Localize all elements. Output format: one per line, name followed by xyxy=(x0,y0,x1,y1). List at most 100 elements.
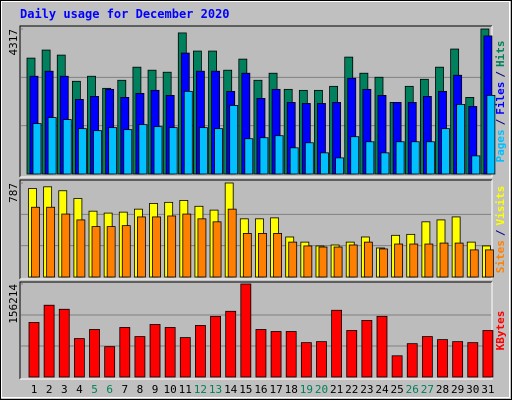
bar xyxy=(289,147,299,175)
bar xyxy=(212,221,222,278)
bar xyxy=(439,242,449,278)
bar xyxy=(73,338,85,378)
bar xyxy=(410,141,420,175)
plot-bevel-dark xyxy=(19,281,492,379)
bar xyxy=(456,104,466,175)
legend-entry: Visits xyxy=(494,186,507,226)
bar xyxy=(379,248,388,278)
x-tick-label: 22 xyxy=(345,383,358,396)
bar xyxy=(240,283,252,378)
bar xyxy=(46,206,56,278)
bar xyxy=(394,243,404,278)
bar xyxy=(316,341,327,378)
bar xyxy=(149,324,161,378)
x-tick-label: 14 xyxy=(224,383,238,396)
x-tick-label: 7 xyxy=(121,383,128,396)
bar xyxy=(406,343,418,378)
bar xyxy=(421,336,433,378)
chart-title: Daily usage for December 2020 xyxy=(20,7,230,21)
bar xyxy=(119,327,131,378)
bar xyxy=(229,105,239,175)
bar xyxy=(43,304,55,378)
x-tick-label: 20 xyxy=(315,383,328,396)
x-tick-label: 5 xyxy=(91,383,98,396)
x-tick-label: 8 xyxy=(137,383,144,396)
bar xyxy=(469,249,479,278)
bar xyxy=(183,90,193,175)
bar xyxy=(93,130,102,175)
bar xyxy=(225,310,237,378)
bar xyxy=(348,244,358,278)
bar xyxy=(471,155,481,175)
bar xyxy=(303,245,313,278)
x-tick-label: 26 xyxy=(406,383,419,396)
bar xyxy=(104,346,116,378)
legend-separator: / xyxy=(494,118,507,125)
bar xyxy=(361,319,373,378)
bar xyxy=(300,342,312,378)
x-tick-label: 9 xyxy=(152,383,159,396)
bar xyxy=(61,213,71,278)
legend: KBytes xyxy=(494,311,507,351)
x-tick-label: 18 xyxy=(285,383,298,396)
bar xyxy=(318,246,328,278)
bar xyxy=(121,225,131,278)
legend-entry: Hits xyxy=(494,41,507,68)
bar xyxy=(255,329,267,378)
bar xyxy=(76,219,86,278)
bar xyxy=(28,322,40,378)
x-tick-label: 30 xyxy=(466,383,479,396)
legend-entry: Files xyxy=(494,82,507,115)
bar xyxy=(333,246,343,278)
bar xyxy=(441,128,450,175)
legend: Pages / Files / Hits xyxy=(494,41,507,163)
bar xyxy=(214,128,223,175)
bar xyxy=(244,138,254,175)
plot-bevel-dark xyxy=(19,25,492,177)
bar xyxy=(335,157,345,175)
bar xyxy=(454,242,464,278)
bar xyxy=(391,355,403,378)
bar xyxy=(227,208,237,278)
bar xyxy=(210,315,221,378)
bar xyxy=(134,336,146,378)
x-tick-label: 4 xyxy=(76,383,83,396)
bar xyxy=(365,141,375,175)
bar xyxy=(409,243,419,278)
y-tick-label: 787 xyxy=(7,183,20,203)
y-tick-label: 4317 xyxy=(7,29,20,56)
x-tick-label: 21 xyxy=(330,383,343,396)
bar xyxy=(270,331,282,378)
bar xyxy=(380,152,390,175)
bar xyxy=(486,95,496,175)
x-tick-label: 16 xyxy=(254,383,267,396)
y-tick-label: 156214 xyxy=(7,284,20,324)
bar xyxy=(123,129,133,175)
x-tick-label: 19 xyxy=(300,383,313,396)
bar xyxy=(363,241,373,278)
bar xyxy=(452,341,464,378)
bar xyxy=(197,218,207,278)
bar xyxy=(288,241,298,278)
bar xyxy=(425,141,435,175)
x-tick-label: 27 xyxy=(421,383,434,396)
legend-separator: / xyxy=(494,71,507,78)
x-tick-label: 10 xyxy=(164,383,177,396)
bar xyxy=(153,126,163,175)
legend-entry: Pages xyxy=(494,129,507,162)
plot-bevel-dark xyxy=(19,179,492,279)
x-tick-label: 17 xyxy=(269,383,282,396)
bar xyxy=(179,337,191,378)
bar xyxy=(31,206,40,278)
bar xyxy=(482,330,494,378)
bar xyxy=(182,213,192,278)
bar xyxy=(395,141,405,175)
x-tick-label: 31 xyxy=(481,383,494,396)
x-tick-label: 6 xyxy=(106,383,113,396)
bar xyxy=(58,308,70,378)
bar xyxy=(91,226,101,278)
legend: Sites / Visits xyxy=(494,186,507,274)
bar xyxy=(168,127,178,175)
legend-entry: KBytes xyxy=(494,311,507,351)
